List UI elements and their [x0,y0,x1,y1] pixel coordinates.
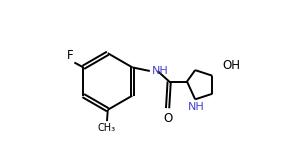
Text: NH: NH [188,102,204,112]
Text: O: O [164,112,173,125]
Text: NH: NH [151,66,168,76]
Text: F: F [67,49,74,62]
Text: CH₃: CH₃ [98,123,116,133]
Text: OH: OH [223,59,240,72]
